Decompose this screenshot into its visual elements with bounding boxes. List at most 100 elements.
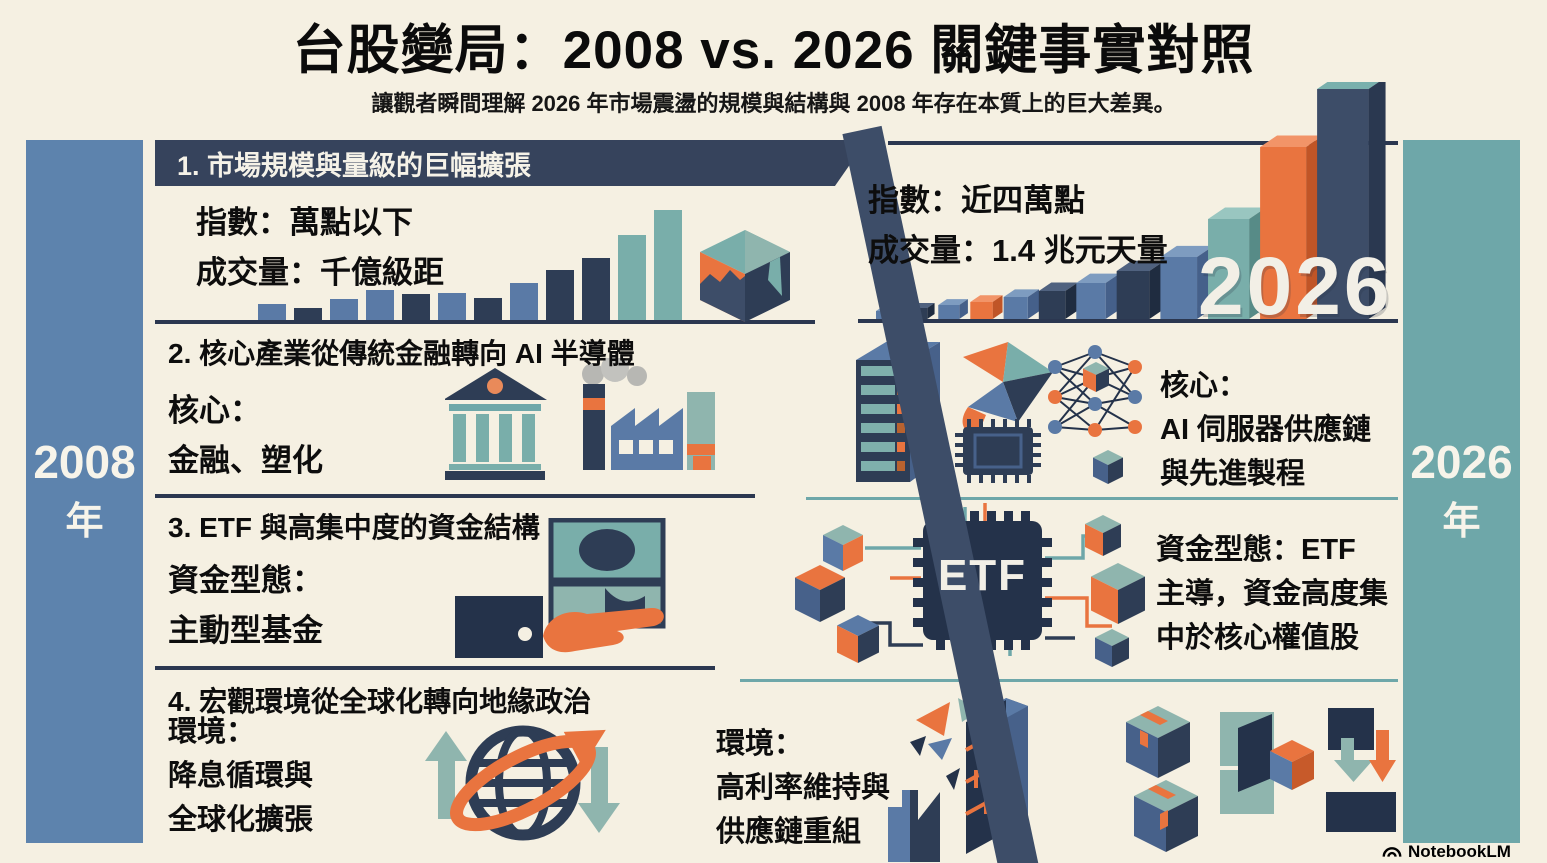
bar-2026 — [1038, 291, 1066, 319]
bar-2026 — [938, 305, 960, 319]
sec4-left-line2: 降息循環與 — [168, 760, 314, 792]
bar-chart-2026 — [876, 82, 1386, 319]
bar-2026 — [1065, 282, 1078, 319]
left-separator-3 — [155, 666, 715, 670]
sec3-right-line3: 中於核心權值股 — [1156, 622, 1360, 654]
bar-2008-11 — [654, 210, 682, 320]
bar-2008-9 — [582, 258, 610, 320]
bar-chart-2008 — [258, 208, 693, 320]
bar-2026 — [1076, 283, 1106, 319]
bar-2026 — [1208, 207, 1267, 219]
section3-header: 3. ETF 與高集中度的資金結構 — [168, 512, 540, 543]
year-2008-label: 2008 — [33, 436, 136, 488]
right-separator-1 — [858, 319, 1398, 323]
right-separator-3 — [740, 679, 1398, 682]
bar-2026 — [970, 295, 1003, 302]
factory-icon — [582, 358, 715, 470]
bar-2026 — [1105, 273, 1120, 319]
bar-2008-7 — [510, 283, 538, 320]
sec2-left-text: 核心： 金融、塑化 — [168, 386, 323, 486]
money-hand-icon — [455, 518, 666, 658]
year-2026-suffix: 年 — [1442, 501, 1481, 543]
bar-2026 — [992, 295, 1003, 319]
bar-2008-8 — [546, 270, 574, 320]
sec1-right-text: 指數：近四萬點 成交量：1.4 兆元天量 — [868, 176, 1168, 276]
sec4-right-line1: 環境： — [716, 728, 804, 760]
sec2-right-line1: 核心： — [1160, 370, 1248, 402]
sec1-right-line2: 成交量：1.4 兆元天量 — [868, 233, 1168, 268]
download-arrows-icon — [1326, 708, 1396, 832]
bar-2026 — [1116, 260, 1165, 271]
sec3-left-text: 資金型態： 主動型基金 — [168, 556, 323, 656]
pinwheel-icon — [962, 342, 1053, 439]
cpu-chip-icon — [955, 419, 1041, 483]
bar-2026 — [1116, 271, 1150, 319]
bar-2008-10 — [618, 235, 646, 320]
bar-2008-4 — [402, 294, 430, 320]
sec2-right-line2: AI 伺服器供應鏈 — [1160, 414, 1372, 446]
notebooklm-logo-icon — [1382, 847, 1402, 857]
bar-2026 — [970, 302, 993, 319]
sec1-left-line2: 成交量：千億級距 — [196, 255, 444, 290]
bar-2026 — [1317, 82, 1379, 89]
bar-2008-0 — [258, 304, 286, 320]
sec1-left-text: 指數：萬點以下 成交量：千億級距 — [196, 198, 444, 298]
cube-swap-icon — [1220, 712, 1314, 814]
bank-and-factory-icons — [445, 358, 715, 480]
left-separator-2 — [155, 494, 755, 498]
bar-2026 — [1027, 289, 1039, 319]
sec4-right-line3: 供應鏈重組 — [716, 816, 862, 848]
bar-2026 — [1160, 257, 1198, 319]
sec1-left-line1: 指數：萬點以下 — [196, 205, 413, 240]
bar-2008-2 — [330, 299, 358, 320]
page-title: 台股變局：2008 vs. 2026 關鍵事實對照 — [292, 21, 1255, 80]
year-badge-2026: 2026 年 — [1403, 140, 1520, 843]
bar-2026 — [1260, 135, 1324, 147]
section1-header-band: 1. 市場規模與量級的巨幅擴張 — [155, 140, 867, 186]
section1-header: 1. 市場規模與量級的巨幅擴張 — [177, 150, 532, 181]
market-cube-icon — [700, 230, 790, 322]
supply-chain-boxes-icon — [1126, 706, 1396, 852]
bar-2026 — [1208, 219, 1250, 319]
sec3-left-line1: 資金型態： — [168, 563, 323, 598]
sec4-right-text: 環境： 高利率維持與 供應鏈重組 — [716, 722, 890, 854]
bar-2026 — [1003, 289, 1039, 297]
bar-2026 — [1038, 282, 1078, 291]
section4-header: 4. 宏觀環境從全球化轉向地緣政治 — [168, 686, 592, 717]
sec2-left-line2: 金融、塑化 — [168, 443, 323, 478]
right-separator-2 — [806, 497, 1398, 500]
sec2-left-line1: 核心： — [168, 393, 261, 428]
sec3-right-text: 資金型態：ETF 主導，資金高度集 中於核心權值股 — [1156, 528, 1388, 660]
year-2026-label: 2026 — [1410, 436, 1513, 488]
sec4-left-text: 環境： 降息循環與 全球化擴張 — [168, 710, 313, 842]
shipping-box-icon — [1126, 706, 1190, 778]
sec2-right-text: 核心： AI 伺服器供應鏈 與先進製程 — [1160, 364, 1371, 496]
cube-small-icon — [1083, 362, 1123, 484]
bank-icon — [445, 368, 547, 480]
left-separator-1 — [155, 320, 815, 324]
bar-2026 — [1160, 245, 1214, 257]
sec3-right-line1: 資金型態：ETF — [1156, 534, 1356, 566]
sec4-left-line3: 全球化擴張 — [168, 804, 314, 836]
year-2008-suffix: 年 — [65, 501, 104, 543]
bar-2026 — [1076, 273, 1120, 283]
etf-chip-label: ETF — [937, 551, 1028, 600]
sec1-right-line1: 指數：近四萬點 — [868, 183, 1085, 218]
bar-2008-3 — [366, 290, 394, 320]
globe-geopolitics-icon — [425, 725, 620, 841]
bar-2026 — [959, 299, 968, 319]
page-subtitle: 讓觀者瞬間理解 2026 年市場震盪的規模與結構與 2008 年存在本質上的巨大… — [371, 91, 1176, 116]
sec4-right-line2: 高利率維持與 — [716, 772, 891, 804]
sec3-right-line2: 主導，資金高度集 — [1156, 578, 1389, 610]
year-badge-2008: 2008 年 — [26, 140, 143, 843]
bar-2008-6 — [474, 298, 502, 320]
bar-2008-5 — [438, 293, 466, 320]
sec4-left-line1: 環境： — [168, 716, 256, 748]
bar-2026 — [1260, 147, 1307, 319]
section2-header: 2. 核心產業從傳統金融轉向 AI 半導體 — [168, 338, 635, 369]
bar-2026 — [927, 303, 935, 319]
bar-2026 — [1317, 89, 1369, 319]
chart-2026-annotation: 2026 — [1198, 241, 1393, 332]
bar-2026 — [1003, 297, 1028, 319]
